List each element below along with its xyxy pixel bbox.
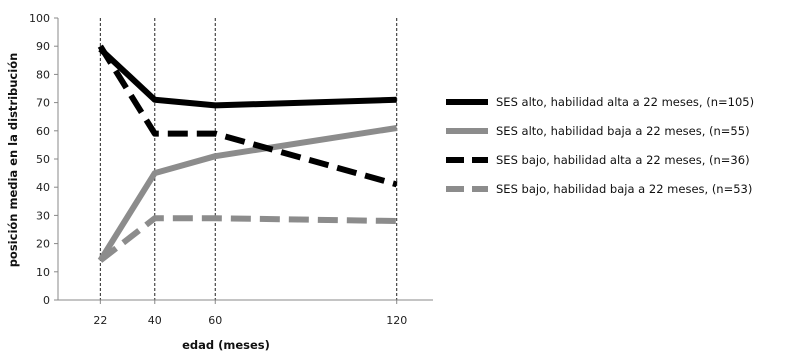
series-line-3 bbox=[97, 44, 398, 188]
legend-label-2: SES alto, habilidad baja a 22 meses, (n=… bbox=[496, 124, 750, 138]
x-tick-label: 120 bbox=[386, 314, 407, 327]
series-line-1 bbox=[98, 46, 397, 109]
series-line-4 bbox=[98, 215, 397, 263]
y-tick-label: 10 bbox=[36, 266, 50, 279]
y-tick-label: 0 bbox=[43, 294, 50, 307]
x-axis-title: edad (meses) bbox=[182, 338, 270, 352]
y-tick-label: 80 bbox=[36, 68, 50, 81]
y-tick-label: 50 bbox=[36, 153, 50, 166]
y-tick-label: 100 bbox=[29, 12, 50, 25]
y-tick-label: 40 bbox=[36, 181, 50, 194]
y-axis-ticks: 0 10 20 30 40 50 60 70 80 90 100 bbox=[29, 12, 58, 307]
y-tick-label: 90 bbox=[36, 40, 50, 53]
x-tick-label: 60 bbox=[208, 314, 222, 327]
vertical-reference-lines bbox=[99, 18, 398, 300]
legend-label-1: SES alto, habilidad alta a 22 meses, (n=… bbox=[496, 95, 754, 109]
series-line-2 bbox=[97, 125, 398, 263]
x-tick-label: 22 bbox=[93, 314, 107, 327]
legend: SES alto, habilidad alta a 22 meses, (n=… bbox=[446, 95, 754, 196]
x-axis-ticks: 22 40 60 120 bbox=[93, 300, 407, 327]
y-tick-label: 20 bbox=[36, 238, 50, 251]
y-axis-title: posición media en la distribución bbox=[6, 53, 20, 268]
legend-label-3: SES bajo, habilidad alta a 22 meses, (n=… bbox=[496, 153, 750, 167]
y-tick-label: 60 bbox=[36, 125, 50, 138]
series-lines bbox=[97, 44, 398, 263]
legend-label-4: SES bajo, habilidad baja a 22 meses, (n=… bbox=[496, 182, 752, 196]
x-tick-label: 40 bbox=[148, 314, 162, 327]
y-tick-label: 70 bbox=[36, 97, 50, 110]
y-tick-label: 30 bbox=[36, 209, 50, 222]
